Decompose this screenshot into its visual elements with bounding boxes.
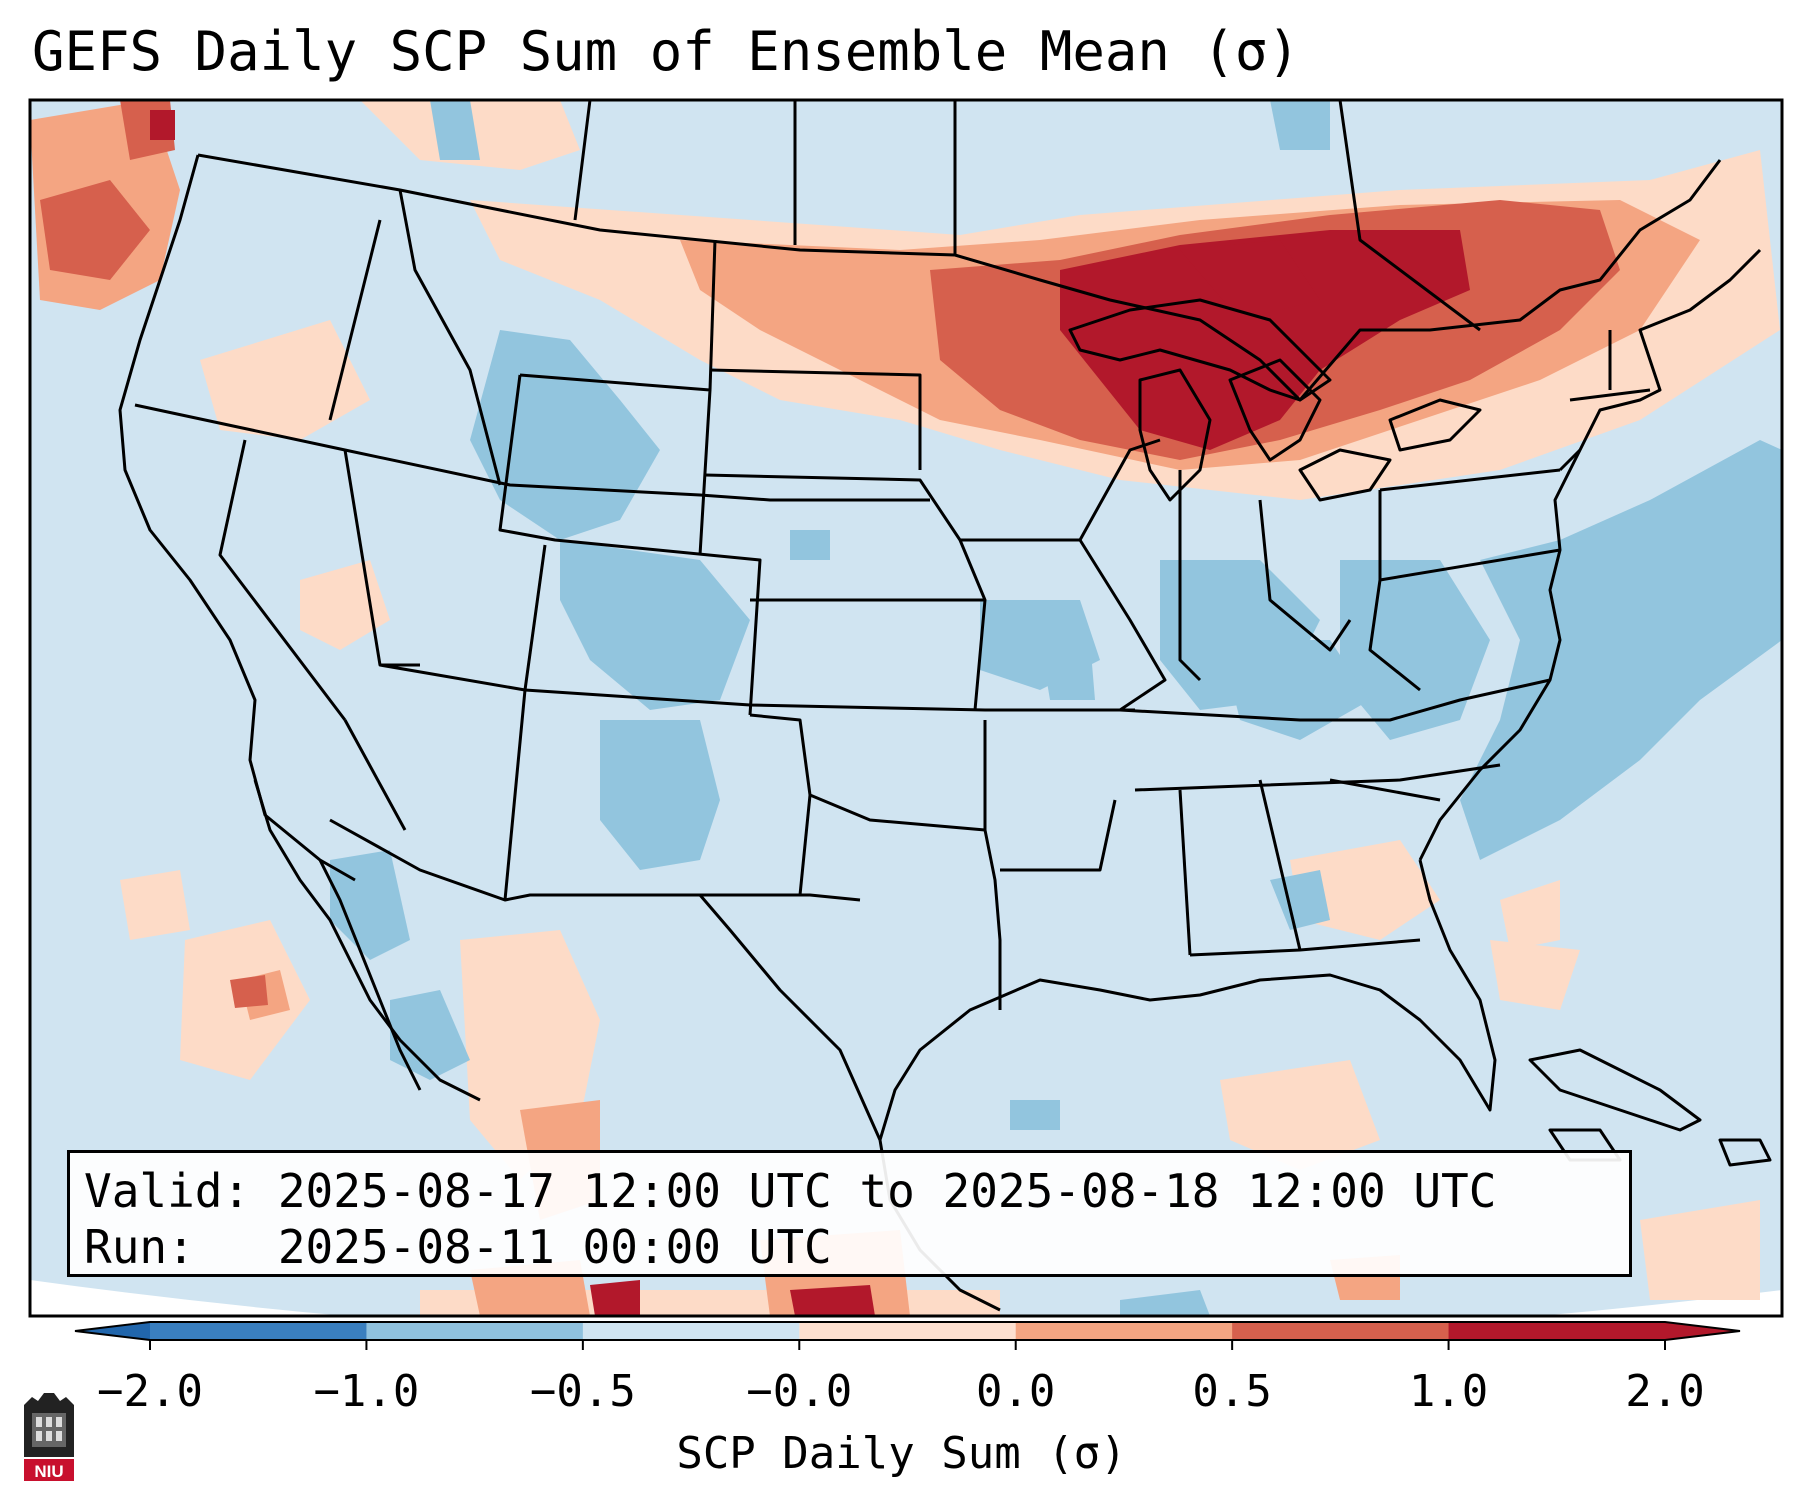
colorbar-segment bbox=[1015, 1322, 1233, 1340]
colorbar-segment bbox=[1448, 1322, 1666, 1340]
colorbar-tick-label: −0.5 bbox=[529, 1366, 636, 1417]
colorbar-label: SCP Daily Sum (σ) bbox=[676, 1428, 1127, 1479]
map-title: GEFS Daily SCP Sum of Ensemble Mean (σ) bbox=[32, 20, 1300, 83]
projection-edge bbox=[30, 1280, 1782, 1316]
valid-text: Valid: 2025-08-17 12:00 UTC to 2025-08-1… bbox=[84, 1164, 1497, 1218]
map-frame bbox=[28, 98, 1784, 1318]
colorbar-tick-label: 0.0 bbox=[975, 1366, 1056, 1417]
colorbar bbox=[74, 1321, 1741, 1350]
logo-text: NIU bbox=[34, 1462, 63, 1481]
colorbar-extend-low bbox=[75, 1322, 150, 1340]
colorbar-tick-label: −2.0 bbox=[97, 1366, 203, 1417]
colorbar-segment bbox=[582, 1322, 800, 1340]
colorbar-segment bbox=[1232, 1322, 1450, 1340]
validity-info-box: Valid: 2025-08-17 12:00 UTC to 2025-08-1… bbox=[67, 1150, 1632, 1277]
anomaly-positive-max bbox=[150, 110, 1470, 1316]
colorbar-tick-label: 1.0 bbox=[1408, 1366, 1489, 1417]
niu-logo: NIU bbox=[24, 1393, 74, 1481]
colorbar-segment bbox=[150, 1322, 367, 1340]
colorbar-tick-label: 0.5 bbox=[1192, 1366, 1272, 1417]
run-text: Run: 2025-08-11 00:00 UTC bbox=[84, 1220, 832, 1274]
colorbar-segment bbox=[366, 1322, 584, 1340]
boundaries bbox=[118, 100, 1772, 1312]
colorbar-segment bbox=[799, 1322, 1017, 1340]
colorbar-tick-label: −1.0 bbox=[313, 1366, 420, 1417]
colorbar-tick-label: 2.0 bbox=[1625, 1366, 1705, 1417]
anomaly-negative bbox=[330, 100, 1782, 1316]
colorbar-tick-label: −0.0 bbox=[746, 1366, 853, 1417]
colorbar-extend-high bbox=[1665, 1322, 1740, 1340]
